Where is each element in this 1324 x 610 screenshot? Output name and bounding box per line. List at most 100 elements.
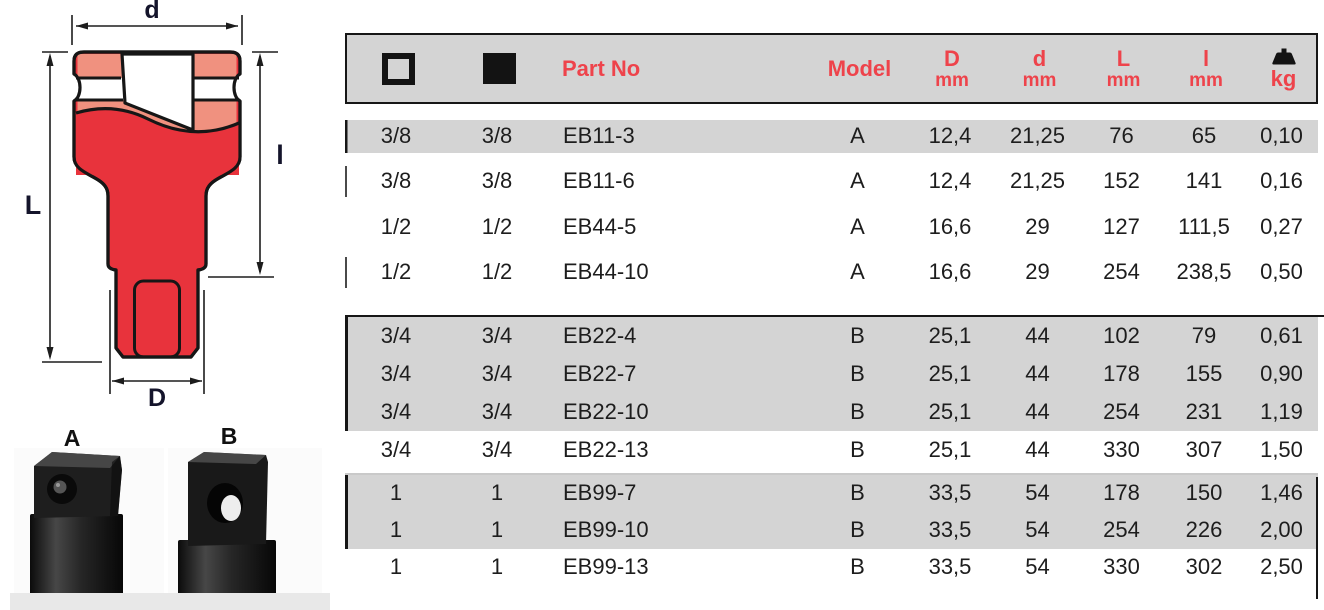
cell-square_outline_size: 3/4 (380, 323, 412, 348)
cell-L_mm: 330 (1103, 554, 1140, 579)
cell-weight_kg: 1,50 (1260, 437, 1303, 462)
cell-L_mm: 76 (1109, 122, 1134, 148)
technical-drawing: d L l D A B (10, 0, 330, 610)
cell-L_mm: 254 (1103, 517, 1140, 542)
cell-d_mm: 21,25 (1009, 122, 1066, 148)
cell-model: A (850, 259, 865, 284)
cell-d_mm: 44 (1025, 361, 1050, 386)
table-row: 3/4 3/4 EB22-7 B 25,1 44 178 155 0,90 (345, 355, 1318, 393)
cell-weight_kg: 0,27 (1260, 213, 1303, 239)
cell-square_outline_size: 3/4 (380, 361, 412, 386)
cell-l_mm: 231 (1185, 399, 1223, 424)
cell-square_outline_size: 3/8 (380, 168, 412, 193)
cell-part_no: EB44-5 (563, 213, 637, 239)
table-group-eb22: 3/4 3/4 EB22-4 B 25,1 44 102 79 0,61 3/4 3/4 EB22-7… (345, 314, 1324, 469)
dim-label-L: L (25, 190, 42, 220)
cell-L_mm: 178 (1103, 361, 1140, 386)
cell-square_outline_size: 1 (389, 554, 403, 579)
socket-cross-section (72, 50, 242, 359)
cell-L_mm: 152 (1103, 168, 1140, 193)
cell-square_filled_size: 3/4 (481, 361, 513, 386)
cell-d_mm: 21,25 (1009, 168, 1066, 193)
cell-d_mm: 29 (1025, 213, 1050, 239)
cell-D_mm: 25,1 (928, 437, 972, 462)
cell-square_outline_size: 1 (389, 517, 403, 542)
cell-d_mm: 44 (1025, 437, 1050, 462)
cell-part_no: EB22-10 (563, 399, 649, 424)
cell-square_filled_size: 3/8 (481, 122, 513, 148)
photo-bottom-strip (10, 593, 330, 610)
cell-part_no: EB99-7 (563, 480, 637, 505)
group-separator-line (345, 473, 1318, 475)
red-wave-fill (76, 108, 239, 175)
cell-d_mm: 54 (1025, 554, 1050, 579)
cell-square_outline_size: 3/4 (380, 437, 412, 462)
cell-square_filled_size: 1/2 (481, 213, 513, 239)
cell-part_no: EB11-3 (563, 122, 635, 148)
cell-model: A (850, 168, 865, 193)
photo-model-b (168, 448, 322, 610)
weight-icon (1271, 48, 1296, 65)
cell-L_mm: 178 (1103, 480, 1140, 505)
cell-weight_kg: 0,90 (1260, 361, 1303, 386)
cell-weight_kg: 0,50 (1260, 259, 1303, 284)
cell-l_mm: 111,5 (1178, 213, 1230, 239)
adapter-b-body (178, 540, 276, 610)
cell-d_mm: 54 (1025, 480, 1050, 505)
cell-square_filled_size: 3/8 (481, 168, 513, 193)
table-row: 3/8 3/8 EB11-3 A 12,4 21,25 76 65 0,10 (345, 119, 1318, 165)
cell-model: B (850, 517, 865, 542)
photo-label-a: A (64, 425, 81, 451)
cell-weight_kg: 1,19 (1260, 399, 1303, 424)
square-outline-icon (381, 52, 415, 85)
cell-square_filled_size: 3/4 (481, 437, 513, 462)
cell-part_no: EB22-4 (563, 323, 637, 348)
cell-L_mm: 254 (1103, 399, 1140, 424)
cell-model: A (850, 122, 865, 148)
square-cavity (120, 52, 195, 132)
table-row: 3/8 3/8 EB11-6 A 12,4 21,25 152 141 0,16 (345, 165, 1318, 211)
cell-l_mm: 141 (1185, 168, 1223, 193)
cell-weight_kg: 1,46 (1260, 480, 1303, 505)
cell-square_filled_size: 1 (490, 554, 504, 579)
cell-D_mm: 25,1 (928, 361, 972, 386)
cell-d_mm: 44 (1025, 399, 1050, 424)
cell-model: B (850, 437, 865, 462)
table-row: 1 1 EB99-7 B 33,5 54 178 150 1,46 (345, 474, 1318, 512)
cell-D_mm: 25,1 (928, 323, 972, 348)
cell-square_filled_size: 3/4 (481, 399, 513, 424)
cell-d_mm: 44 (1025, 323, 1050, 348)
square-drive-inner (133, 279, 181, 359)
column-header-square-filled (449, 53, 549, 84)
cell-model: B (850, 323, 865, 348)
cell-square_outline_size: 3/4 (380, 399, 412, 424)
dimension-l (208, 51, 278, 278)
table-row: 1/2 1/2 EB44-10 A 16,6 29 254 238,5 0,50 (345, 256, 1318, 302)
cell-part_no: EB44-10 (563, 259, 649, 284)
cell-square_outline_size: 1/2 (380, 259, 412, 284)
cell-square_filled_size: 1 (490, 517, 504, 542)
cell-weight_kg: 0,16 (1260, 168, 1303, 193)
cell-l_mm: 226 (1185, 517, 1223, 542)
cell-model: B (850, 554, 865, 579)
cell-D_mm: 33,5 (928, 517, 972, 542)
dim-label-D: D (148, 384, 166, 412)
cell-square_outline_size: 1/2 (380, 213, 412, 239)
column-header-l-mm: l mm (1189, 45, 1223, 91)
column-header-square-outline (347, 52, 449, 85)
cell-model: B (850, 399, 865, 424)
cell-part_no: EB22-7 (563, 361, 637, 386)
cell-l_mm: 150 (1185, 480, 1223, 505)
cell-D_mm: 12,4 (928, 122, 972, 148)
cell-square_outline_size: 3/8 (380, 122, 412, 148)
cell-d_mm: 54 (1025, 517, 1050, 542)
cell-d_mm: 29 (1025, 259, 1050, 284)
dim-label-l: l (276, 140, 284, 170)
adapter-a-body (30, 514, 123, 610)
cell-L_mm: 127 (1103, 213, 1140, 239)
table-row: 3/4 3/4 EB22-13 B 25,1 44 330 307 1,50 (345, 431, 1318, 469)
table-row: 1 1 EB99-10 B 33,5 54 254 226 2,00 (345, 511, 1318, 549)
cell-D_mm: 16,6 (928, 213, 972, 239)
